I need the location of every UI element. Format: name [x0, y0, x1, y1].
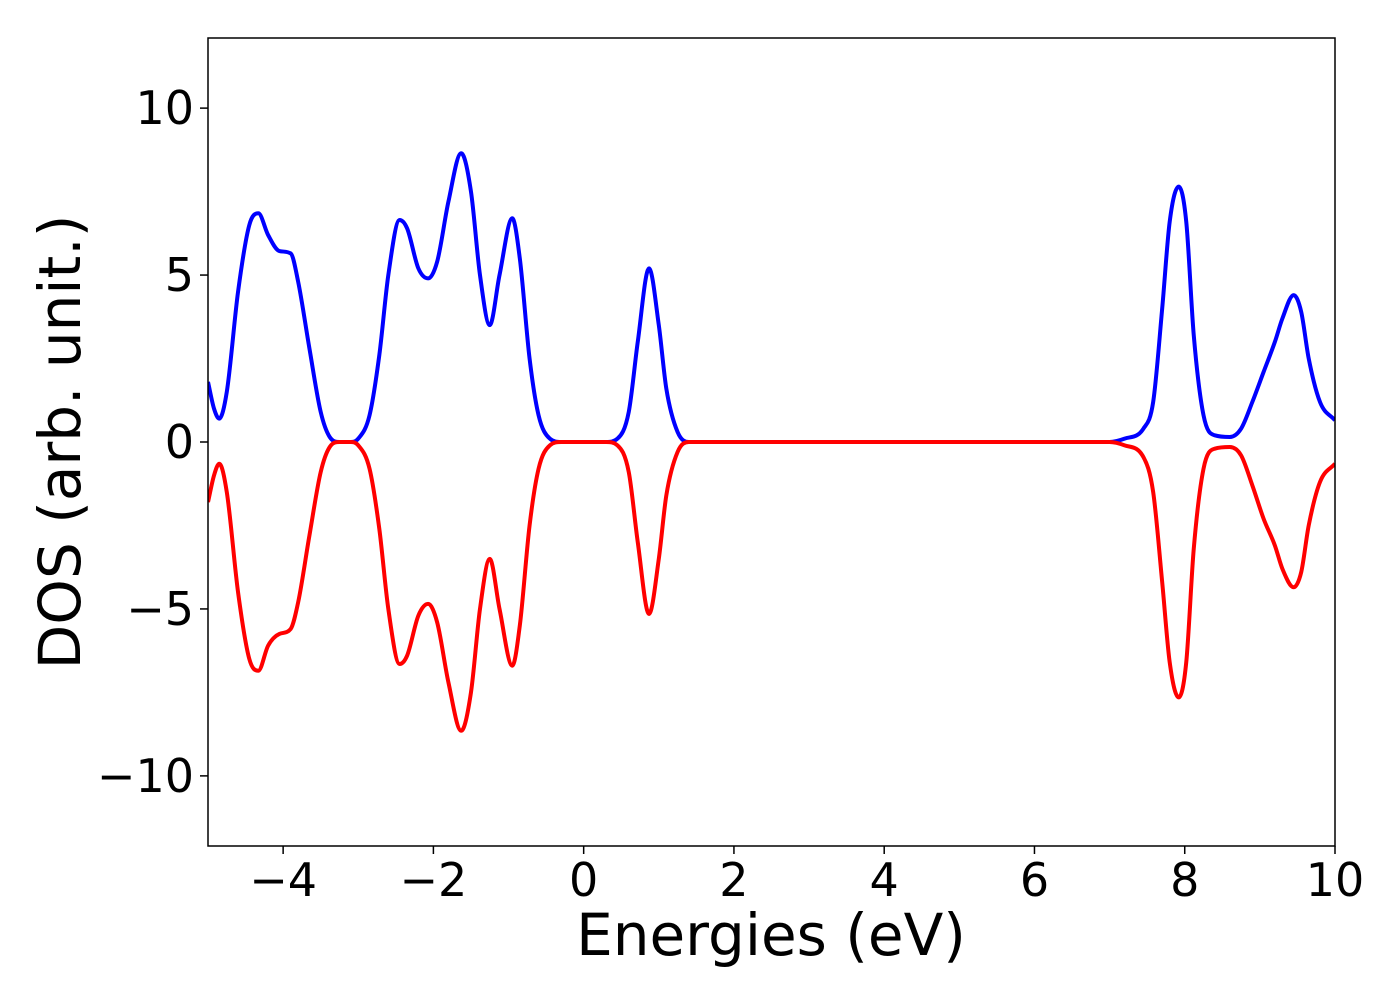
- y-tick-label: −10: [97, 749, 194, 803]
- x-tick-label: 6: [1020, 853, 1049, 907]
- x-tick-label: 8: [1170, 853, 1199, 907]
- x-tick-label: 10: [1306, 853, 1365, 907]
- y-tick-label: 0: [165, 415, 194, 469]
- y-tick-label: −5: [126, 582, 194, 636]
- plot-frame: [207, 37, 1336, 847]
- y-tick-label: 5: [165, 248, 194, 302]
- y-tick-label: 10: [135, 81, 194, 135]
- x-axis-label: Energies (eV): [576, 901, 966, 969]
- x-tick-label: 4: [870, 853, 899, 907]
- x-tick-label: −2: [399, 853, 467, 907]
- x-tick-label: 2: [719, 853, 748, 907]
- y-axis-label: DOS (arb. unit.): [26, 215, 94, 670]
- line-series: [208, 439, 1335, 733]
- x-tick-label: 0: [569, 853, 598, 907]
- line-series: [208, 151, 1335, 445]
- x-tick-label: −4: [249, 853, 317, 907]
